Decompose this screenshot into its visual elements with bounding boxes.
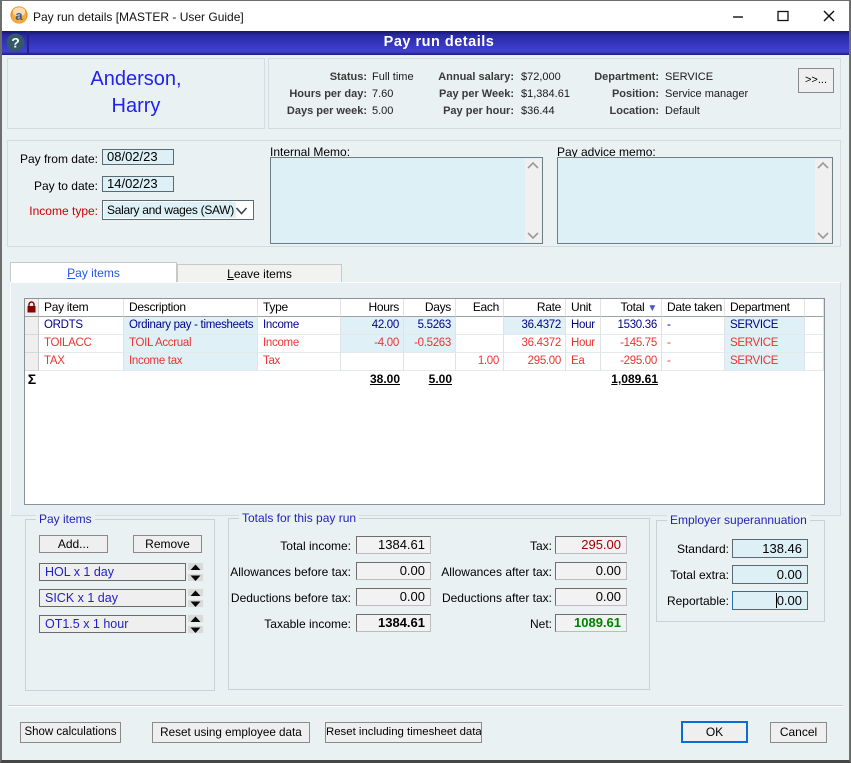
svg-text:?: ? — [11, 35, 20, 51]
svg-text:a: a — [15, 8, 23, 23]
